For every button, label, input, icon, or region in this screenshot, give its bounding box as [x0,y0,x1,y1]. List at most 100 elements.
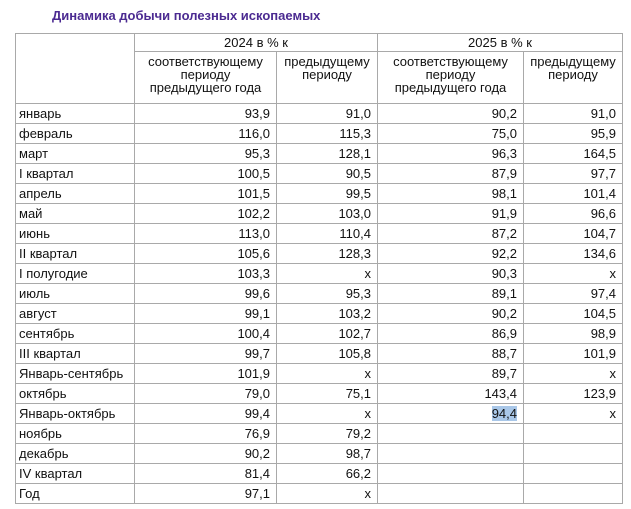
group-header: 2025 в % к [377,33,623,52]
table-row: сентябрь 100,4 102,7 86,9 98,9 [15,323,623,344]
cell: 90,3 [377,263,524,284]
cell: 91,0 [523,103,623,124]
table-row: январь 93,9 91,0 90,2 91,0 [15,103,623,124]
cell [377,443,524,464]
table-row: IV квартал 81,4 66,2 [15,463,623,484]
table-row: I квартал 100,5 90,5 87,9 97,7 [15,163,623,184]
cell: 99,1 [134,303,277,324]
cell: 116,0 [134,123,277,144]
cell: 143,4 [377,383,524,404]
cell: 105,6 [134,243,277,264]
row-label: IV квартал [15,463,135,484]
cell: 101,9 [523,343,623,364]
cell: 99,6 [134,283,277,304]
cell [523,443,623,464]
row-label: III квартал [15,343,135,364]
cell: x [523,263,623,284]
cell: 100,4 [134,323,277,344]
table-row: апрель 101,5 99,5 98,1 101,4 [15,183,623,204]
selected-text: 94,4 [491,406,517,421]
cell: 97,4 [523,283,623,304]
row-label: октябрь [15,383,135,404]
cell: 103,0 [276,203,378,224]
column-header: соответствующему периоду предыдущего год… [377,51,524,104]
table-row: октябрь 79,0 75,1 143,4 123,9 [15,383,623,404]
cell: 89,1 [377,283,524,304]
cell: 102,2 [134,203,277,224]
cell: 92,2 [377,243,524,264]
cell: 90,2 [377,303,524,324]
cell: 87,2 [377,223,524,244]
row-label: сентябрь [15,323,135,344]
cell: 96,6 [523,203,623,224]
table-row: II квартал 105,6 128,3 92,2 134,6 [15,243,623,264]
cell: 95,9 [523,123,623,144]
table-row: февраль 116,0 115,3 75,0 95,9 [15,123,623,144]
table-row: I полугодие 103,3 x 90,3 x [15,263,623,284]
cell: 101,9 [134,363,277,384]
table-row: июль 99,6 95,3 89,1 97,4 [15,283,623,304]
cell: 79,0 [134,383,277,404]
cell: 134,6 [523,243,623,264]
cell: 103,3 [134,263,277,284]
cell: 164,5 [523,143,623,164]
cell: 97,1 [134,483,277,504]
cell: 79,2 [276,423,378,444]
row-label: II квартал [15,243,135,264]
cell: x [276,483,378,504]
cell: 103,2 [276,303,378,324]
cell: 97,7 [523,163,623,184]
row-label: I квартал [15,163,135,184]
cell: x [276,263,378,284]
cell: 98,7 [276,443,378,464]
cell: 91,0 [276,103,378,124]
cell: 76,9 [134,423,277,444]
table-row: июнь 113,0 110,4 87,2 104,7 [15,223,623,244]
cell: 102,7 [276,323,378,344]
cell: x [523,363,623,384]
cell: 101,4 [523,183,623,204]
cell: 89,7 [377,363,524,384]
cell: 104,7 [523,223,623,244]
cell: 115,3 [276,123,378,144]
column-header: предыдущему периоду [276,51,378,104]
cell: 110,4 [276,223,378,244]
cell: 113,0 [134,223,277,244]
cell [523,483,623,504]
cell: x [523,403,623,424]
cell: 93,9 [134,103,277,124]
row-label: май [15,203,135,224]
table-row: Год 97,1 x [15,483,623,504]
cell: 87,9 [377,163,524,184]
row-label: июнь [15,223,135,244]
cell: 90,5 [276,163,378,184]
table-row: май 102,2 103,0 91,9 96,6 [15,203,623,224]
column-header: предыдущему периоду [523,51,623,104]
cell: 104,5 [523,303,623,324]
cell: 98,1 [377,183,524,204]
cell: 95,3 [134,143,277,164]
data-table: 2024 в % к 2025 в % к соответствующему п… [15,33,623,504]
cell: 96,3 [377,143,524,164]
table-row: Январь-сентябрь 101,9 x 89,7 x [15,363,623,384]
table-row: III квартал 99,7 105,8 88,7 101,9 [15,343,623,364]
corner-cell [15,33,135,104]
cell [377,423,524,444]
row-label: I полугодие [15,263,135,284]
row-label: Январь-октябрь [15,403,135,424]
column-header: соответствующему периоду предыдущего год… [134,51,277,104]
cell [523,463,623,484]
title: Динамика добычи полезных ископаемых [52,8,321,23]
group-header: 2024 в % к [134,33,378,52]
cell: 100,5 [134,163,277,184]
row-label: март [15,143,135,164]
cell: 75,0 [377,123,524,144]
cell: 99,4 [134,403,277,424]
cell [377,483,524,504]
cell: 86,9 [377,323,524,344]
cell: 88,7 [377,343,524,364]
row-label: Январь-сентябрь [15,363,135,384]
cell: x [276,403,378,424]
row-label: август [15,303,135,324]
